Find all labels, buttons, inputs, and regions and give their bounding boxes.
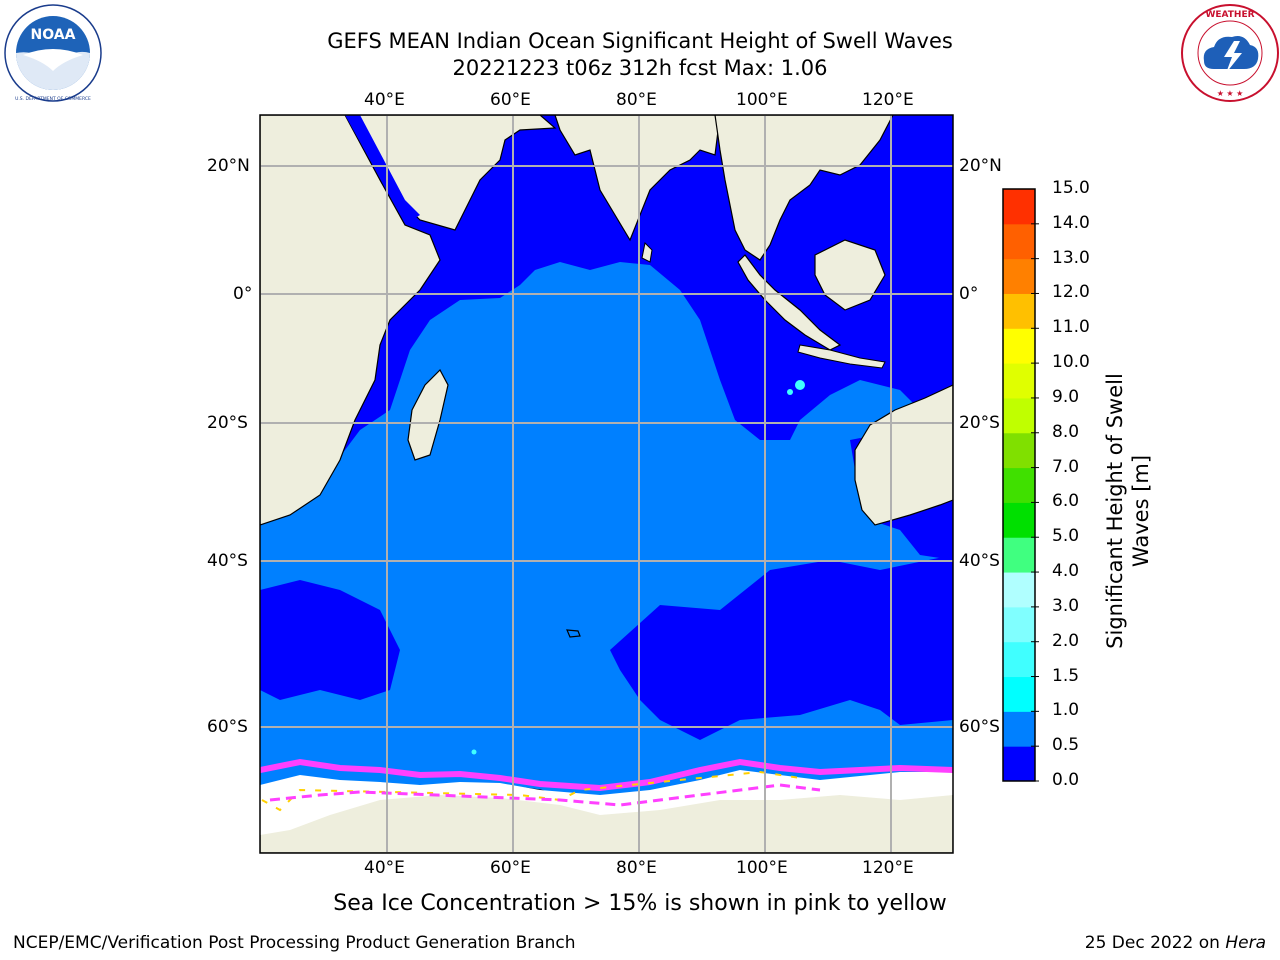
lat-label-right-20n: 20°N: [959, 156, 1002, 176]
colorbar-band: [1003, 572, 1035, 608]
colorbar-tick-label: 5.0: [1052, 526, 1080, 547]
lon-label-top-40e: 40°E: [364, 90, 405, 110]
colorbar-tick-label: 4.0: [1052, 561, 1080, 582]
land-borneo: [814, 239, 886, 311]
swell-spot: [787, 389, 793, 395]
colorbar-band: [1003, 746, 1035, 782]
svg-text:NOAA: NOAA: [31, 27, 76, 43]
map-content: [260, 115, 953, 853]
chart-title-line2: 20221223 t06z 312h fcst Max: 1.06: [452, 56, 828, 80]
land-sri-lanka: [641, 241, 653, 263]
sea-ice-edge: [260, 758, 953, 792]
colorbar-band: [1003, 189, 1035, 225]
chart-title-line1: GEFS MEAN Indian Ocean Significant Heigh…: [327, 29, 953, 53]
colorbar-band: [1003, 606, 1035, 643]
colorbar-band: [1003, 363, 1035, 399]
footer-date-text: 25 Dec 2022 on: [1084, 933, 1226, 953]
colorbar-band: [1003, 432, 1035, 469]
colorbar-band: [1003, 293, 1035, 329]
lon-label-top-80e: 80°E: [616, 90, 657, 110]
colorbar-label: Significant Height of Swell Waves [m]: [1103, 373, 1153, 649]
nws-logo: WEATHER ★ ★ ★: [1181, 4, 1279, 102]
noaa-logo: NOAA U.S. DEPARTMENT OF COMMERCE: [4, 4, 102, 102]
colorbar-band: [1003, 537, 1035, 573]
lat-label-right-40s: 40°S: [959, 551, 1000, 571]
lon-label-top-60e: 60°E: [490, 90, 531, 110]
colorbar-tick-label: 10.0: [1052, 352, 1090, 373]
lat-label-right-20s: 20°S: [959, 413, 1000, 433]
svg-text:★ ★ ★: ★ ★ ★: [1217, 89, 1244, 98]
colorbar-tick-label: 0.5: [1052, 735, 1080, 756]
land-kerguelen: [566, 629, 581, 638]
footer-date: 25 Dec 2022 on Hera: [1085, 933, 1266, 953]
lat-label-left-60s: 60°S: [207, 717, 248, 737]
land-australia: [854, 384, 953, 526]
colorbar-tick-label: 12.0: [1052, 282, 1090, 303]
lon-label-bottom-100e: 100°E: [736, 858, 788, 878]
sea-ice-edge-inner: [269, 783, 821, 807]
colorbar-tick-label: 7.0: [1052, 456, 1080, 477]
lon-label-top-100e: 100°E: [736, 90, 788, 110]
red-sea: [345, 115, 420, 220]
colorbar-tick-label: 11.0: [1052, 317, 1090, 338]
lat-label-left-20n: 20°N: [207, 156, 250, 176]
colorbar-band: [1003, 502, 1035, 538]
colorbar-tick-label: 9.0: [1052, 386, 1080, 407]
lon-label-bottom-40e: 40°E: [364, 858, 405, 878]
lat-label-left-20s: 20°S: [207, 413, 248, 433]
lat-label-left-0: 0°: [233, 284, 253, 304]
land-java: [797, 344, 886, 369]
sea-ice-edge-yellow: [261, 770, 801, 812]
swell-spot: [795, 380, 805, 390]
ocean-low-southwest: [260, 580, 400, 700]
colorbar-band: [1003, 676, 1035, 712]
colorbar: [1002, 188, 1039, 782]
colorbar-band: [1003, 258, 1035, 294]
ocean-low-south-central: [610, 555, 953, 740]
svg-text:WEATHER: WEATHER: [1205, 10, 1254, 20]
colorbar-tick-label: 3.0: [1052, 595, 1080, 616]
colorbar-tick-label: 15.0: [1052, 178, 1090, 198]
colorbar-tick-label: 1.0: [1052, 700, 1080, 721]
lat-label-left-40s: 40°S: [207, 551, 248, 571]
colorbar-band: [1003, 711, 1035, 747]
colorbar-band: [1003, 641, 1035, 678]
colorbar-tick-label: 2.0: [1052, 630, 1080, 651]
footer-credit: NCEP/EMC/Verification Post Processing Pr…: [13, 933, 576, 953]
footer-host: Hera: [1225, 933, 1266, 953]
lon-label-bottom-120e: 120°E: [862, 858, 914, 878]
lon-label-top-120e: 120°E: [862, 90, 914, 110]
colorbar-tick-label: 13.0: [1052, 247, 1090, 268]
colorbar-tick-label: 6.0: [1052, 491, 1080, 512]
graticule: [260, 115, 953, 853]
colorbar-band: [1003, 397, 1035, 434]
land-se-asia: [714, 115, 894, 261]
swell-spot: [471, 749, 477, 755]
svg-text:U.S. DEPARTMENT OF COMMERCE: U.S. DEPARTMENT OF COMMERCE: [15, 96, 91, 102]
colorbar-tick-label: 8.0: [1052, 421, 1080, 442]
colorbar-band: [1003, 467, 1035, 503]
map-frame: [259, 114, 954, 854]
colorbar-tick-label: 14.0: [1052, 212, 1090, 233]
colorbar-tick-label: 1.5: [1052, 665, 1080, 686]
land-madagascar: [407, 369, 449, 461]
lon-label-bottom-60e: 60°E: [490, 858, 531, 878]
colorbar-tick-label: 0.0: [1052, 770, 1080, 790]
colorbar-band: [1003, 223, 1035, 260]
colorbar-band: [1003, 328, 1035, 364]
lon-label-bottom-80e: 80°E: [616, 858, 657, 878]
colorbar-frame: [1002, 188, 1036, 782]
sea-ice-caption: Sea Ice Concentration > 15% is shown in …: [333, 891, 947, 916]
lat-label-right-60s: 60°S: [959, 717, 1000, 737]
lat-label-right-0: 0°: [959, 284, 979, 304]
